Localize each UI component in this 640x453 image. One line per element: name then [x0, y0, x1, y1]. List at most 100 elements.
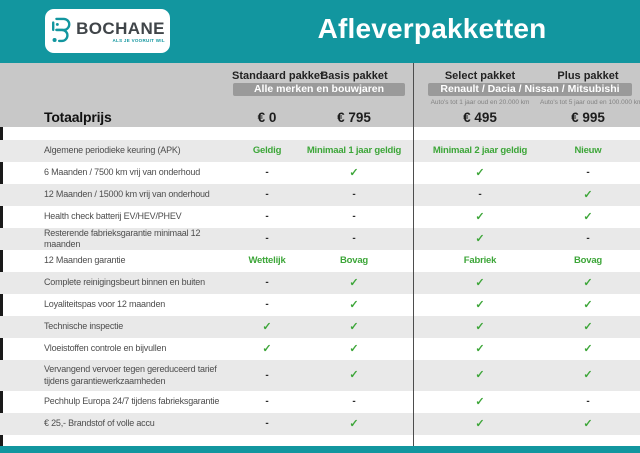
column-plus-pakket: Plus pakket: [557, 69, 619, 82]
row-value: -: [265, 396, 269, 407]
row-value: ✓: [475, 342, 485, 355]
row-value: Geldig: [252, 145, 282, 157]
bochane-logo-icon: [50, 15, 72, 48]
row-value: Bovag: [573, 255, 603, 267]
row-value: ✓: [349, 417, 359, 430]
brand-badges: Alle merken en bouwjaren Renault / Dacia…: [0, 83, 640, 96]
row-label: Vervangend vervoer tegen gereduceerd tar…: [44, 364, 217, 386]
row-value: -: [265, 277, 269, 288]
table-row: 12 Maanden / 15000 km vrij van onderhoud…: [0, 184, 640, 206]
row-value: Wettelijk: [248, 255, 286, 267]
row-value: -: [265, 189, 269, 200]
package-headers: Standaard pakket Basis pakket Select pak…: [0, 63, 640, 83]
row-value: ✓: [583, 210, 593, 223]
totals-row: Totaalprijs € 0 € 795 € 495 € 995: [0, 107, 640, 127]
row-value: ✓: [349, 298, 359, 311]
price-plus: € 995: [571, 109, 605, 125]
row-value: ✓: [475, 232, 485, 245]
totals-label: Totaalprijs: [44, 109, 112, 125]
row-value: -: [586, 167, 590, 178]
table-row: Complete reinigingsbeurt binnen en buite…: [0, 272, 640, 294]
price-standaard: € 0: [257, 109, 277, 125]
row-value: ✓: [583, 417, 593, 430]
row-value: ✓: [349, 342, 359, 355]
row-value: Minimaal 2 jaar geldig: [432, 145, 528, 157]
price-basis: € 795: [337, 109, 371, 125]
row-value: ✓: [262, 342, 272, 355]
row-value: ✓: [475, 210, 485, 223]
row-label: Health check batterij EV/HEV/PHEV: [44, 211, 182, 222]
table-row: Pechhulp Europa 24/7 tijdens fabrieksgar…: [0, 391, 640, 413]
row-value: -: [265, 211, 269, 222]
row-value: -: [478, 189, 482, 200]
bochane-logo: BOCHANE ALS JE VOORUIT WIL: [45, 9, 170, 53]
row-value: -: [586, 396, 590, 407]
row-value: ✓: [475, 320, 485, 333]
row-value: ✓: [583, 342, 593, 355]
package-notes: Auto's tot 1 jaar oud en 20.000 km Auto'…: [0, 97, 640, 107]
row-value: ✓: [475, 276, 485, 289]
column-basis-pakket: Basis pakket: [320, 69, 388, 82]
price-select: € 495: [463, 109, 497, 125]
row-label: 12 Maanden / 15000 km vrij van onderhoud: [44, 189, 210, 200]
row-value: -: [265, 233, 269, 245]
column-header-band: Standaard pakket Basis pakket Select pak…: [0, 63, 640, 127]
row-value: ✓: [349, 276, 359, 289]
row-value: -: [352, 189, 356, 200]
row-value: ✓: [475, 417, 485, 430]
logo-name: BOCHANE: [76, 18, 165, 38]
row-value: ✓: [349, 166, 359, 179]
row-value: ✓: [475, 298, 485, 311]
table-row: Health check batterij EV/HEV/PHEV - - ✓ …: [0, 206, 640, 228]
column-standaard-pakket: Standaard pakket: [232, 69, 324, 82]
row-value: ✓: [262, 320, 272, 333]
feature-table: Algemene periodieke keuring (APK) Geldig…: [0, 127, 640, 446]
page-title: Afleverpakketten: [317, 13, 547, 44]
row-value: ✓: [583, 320, 593, 333]
row-label: Resterende fabrieksgarantie minimaal 12 …: [44, 228, 201, 250]
table-row: Vloeistoffen controle en bijvullen ✓ ✓ ✓…: [0, 338, 640, 360]
note-select-pakket: Auto's tot 1 jaar oud en 20.000 km: [430, 98, 530, 106]
logo-text: BOCHANE ALS JE VOORUIT WIL: [76, 20, 165, 43]
row-value: ✓: [349, 369, 359, 381]
logo-tagline: ALS JE VOORUIT WIL: [112, 37, 165, 43]
row-label: Pechhulp Europa 24/7 tijdens fabrieksgar…: [44, 396, 220, 407]
table-gap-row: [0, 127, 640, 140]
row-label: Loyaliteitspas voor 12 maanden: [44, 299, 166, 310]
row-value: Minimaal 1 jaar geldig: [306, 145, 402, 157]
row-value: -: [352, 233, 356, 245]
table-row: 6 Maanden / 7500 km vrij van onderhoud -…: [0, 162, 640, 184]
note-plus-pakket: Auto's tot 5 jaar oud en 100.000 km: [540, 98, 640, 106]
row-value: ✓: [583, 298, 593, 311]
table-row: Loyaliteitspas voor 12 maanden - ✓ ✓ ✓: [0, 294, 640, 316]
row-value: ✓: [583, 276, 593, 289]
table-row: € 25,- Brandstof of volle accu - ✓ ✓ ✓: [0, 413, 640, 435]
row-value: ✓: [583, 369, 593, 381]
page-header: BOCHANE ALS JE VOORUIT WIL Afleverpakket…: [0, 0, 640, 63]
table-row: 12 Maanden garantie Wettelijk Bovag Fabr…: [0, 250, 640, 272]
row-value: ✓: [475, 395, 485, 408]
table-row: Resterende fabrieksgarantie minimaal 12 …: [0, 228, 640, 250]
table-row: Technische inspectie ✓ ✓ ✓ ✓: [0, 316, 640, 338]
row-value: Bovag: [339, 255, 369, 267]
table-row: Algemene periodieke keuring (APK) Geldig…: [0, 140, 640, 162]
badge-all-brands: Alle merken en bouwjaren: [233, 83, 405, 96]
bottom-accent-strip: [0, 446, 640, 453]
row-value: -: [265, 369, 269, 381]
row-value: -: [586, 233, 590, 245]
table-row: Vervangend vervoer tegen gereduceerd tar…: [0, 360, 640, 391]
row-value: Nieuw: [574, 145, 602, 157]
row-label: Complete reinigingsbeurt binnen en buite…: [44, 277, 205, 288]
row-value: ✓: [475, 369, 485, 381]
row-label: 12 Maanden garantie: [44, 255, 126, 266]
badge-renault-group: Renault / Dacia / Nissan / Mitsubishi: [428, 83, 632, 96]
table-footer-space: [0, 435, 640, 446]
row-value: -: [352, 211, 356, 222]
row-value: Fabriek: [463, 255, 497, 267]
row-value: ✓: [583, 188, 593, 201]
column-select-pakket: Select pakket: [444, 69, 516, 82]
row-label: € 25,- Brandstof of volle accu: [44, 418, 155, 429]
row-value: ✓: [475, 166, 485, 179]
row-label: 6 Maanden / 7500 km vrij van onderhoud: [44, 167, 201, 178]
